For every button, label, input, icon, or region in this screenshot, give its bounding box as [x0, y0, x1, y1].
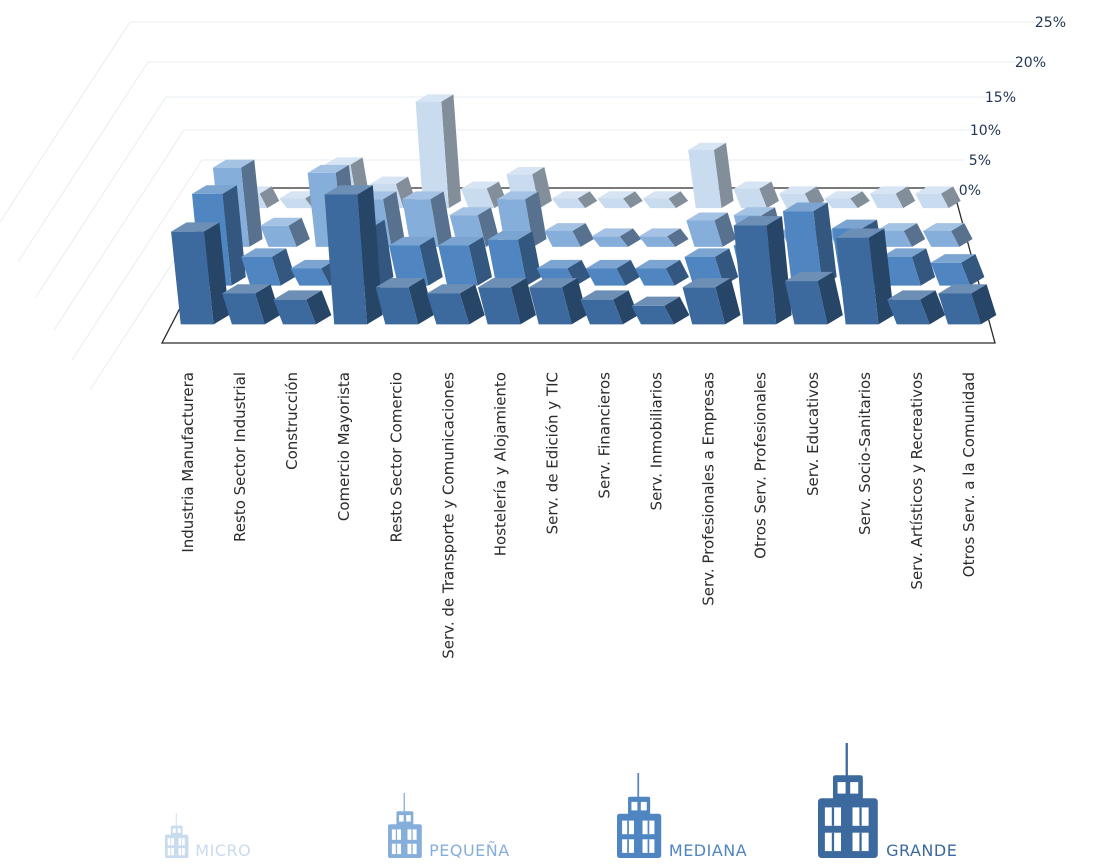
bar	[784, 271, 843, 325]
legend: MICRO PEQUEÑA MEDIANA GRANDE	[165, 743, 957, 860]
bar	[260, 217, 310, 247]
bar	[869, 186, 916, 209]
y-tick-label: 10%	[970, 123, 1001, 139]
gridline-side	[53, 129, 185, 331]
y-tick-label: 0%	[959, 183, 981, 199]
bar	[388, 236, 443, 286]
bar	[438, 236, 493, 286]
bar	[782, 202, 837, 286]
grid-layer	[0, 21, 1040, 391]
bar	[915, 186, 961, 209]
gridline-side	[71, 159, 203, 361]
bar	[638, 228, 689, 247]
bars-layer	[171, 94, 997, 325]
bar	[241, 248, 296, 286]
gridline-side	[17, 61, 149, 263]
bar	[477, 278, 536, 325]
x-tick-label: Serv. Socio-Sanitarios	[856, 372, 874, 535]
legend-item: PEQUEÑA	[388, 792, 510, 860]
bar	[642, 191, 689, 209]
bar	[529, 278, 588, 325]
bar	[688, 142, 734, 209]
bar	[733, 181, 779, 209]
bar	[631, 296, 690, 325]
bar	[835, 228, 894, 325]
legend-label: GRANDE	[886, 841, 957, 860]
bar	[171, 222, 230, 325]
x-tick-label: Comercio Mayorista	[335, 372, 353, 521]
x-tick-label: Hostelería y Alojamiento	[491, 372, 509, 556]
bar	[597, 191, 643, 209]
bar	[487, 231, 542, 286]
x-tick-label: Serv. Inmobiliarios	[648, 372, 666, 511]
bar	[426, 284, 485, 325]
x-tick-label: Serv. Financieros	[596, 372, 614, 499]
building-icon	[165, 812, 189, 858]
bar	[922, 223, 973, 247]
x-tick-label: Otros Serv. a la Comunidad	[960, 372, 978, 577]
bar	[375, 278, 434, 325]
bar	[881, 248, 936, 286]
legend-label: PEQUEÑA	[429, 841, 510, 860]
x-tick-label: Serv. de Transporte y Comunicaciones	[439, 372, 457, 659]
bar	[682, 278, 741, 325]
x-tick-label: Serv. Profesionales a Empresas	[700, 372, 718, 606]
legend-item: GRANDE	[818, 743, 957, 860]
x-tick-label: Otros Serv. Profesionales	[752, 372, 770, 559]
x-tick-label: Serv. Artísticos y Recreativos	[908, 372, 926, 590]
x-tick-label: Serv. Educativos	[804, 372, 822, 496]
bar	[544, 223, 594, 247]
legend-item: MICRO	[165, 812, 251, 860]
bar	[324, 185, 383, 325]
bar	[402, 191, 452, 247]
bar	[415, 94, 461, 209]
bar	[887, 290, 946, 325]
building-icon	[818, 743, 878, 858]
y-tick-label: 25%	[1035, 15, 1066, 31]
x-tick-label: Construcción	[283, 372, 301, 470]
x-tick-label: Resto Sector Industrial	[231, 372, 249, 542]
legend-label: MEDIANA	[669, 841, 747, 860]
bar	[273, 290, 332, 325]
x-tick-label: Industria Manufacturera	[179, 372, 197, 553]
bar	[222, 284, 281, 325]
bar	[824, 191, 870, 209]
gridline-side	[0, 21, 131, 223]
bar	[733, 216, 792, 325]
bar	[635, 259, 689, 286]
y-tick-label: 15%	[985, 90, 1016, 106]
building-icon	[617, 772, 662, 858]
y-tick-label: 5%	[969, 153, 991, 169]
bar	[686, 212, 736, 247]
building-icon	[388, 792, 422, 858]
legend-item: MEDIANA	[617, 772, 747, 860]
x-tick-label: Serv. de Edición y TIC	[543, 372, 561, 534]
gridline-side	[35, 96, 167, 298]
bar	[938, 284, 997, 325]
bar	[591, 228, 642, 247]
bar	[580, 290, 639, 325]
x-axis-labels: Industria Manufacturera Resto Sector Indu…	[179, 372, 978, 659]
legend-label: MICRO	[195, 841, 251, 860]
x-tick-label: Resto Sector Comercio	[387, 372, 405, 543]
y-tick-label: 20%	[1015, 55, 1046, 71]
bar	[585, 259, 640, 286]
bar	[551, 191, 598, 209]
y-axis-ticks: 0% 5% 10% 15% 20% 25%	[959, 15, 1066, 199]
bar	[930, 254, 985, 286]
